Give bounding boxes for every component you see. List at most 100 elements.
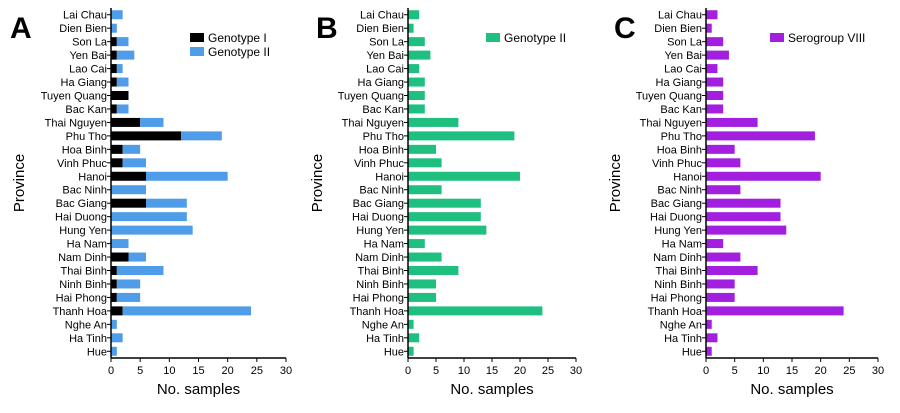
- bar-genotype-i-vinh-phuc: [111, 158, 123, 168]
- bar-genotype-i-thai-binh: [111, 266, 117, 275]
- bar-genotype-i-thai-nguyen: [111, 117, 141, 127]
- bar-serogroup-viii-hai-phong: [706, 292, 735, 302]
- bar-serogroup-viii-tuyen-quang: [706, 91, 724, 100]
- x-tick-label-25: 25: [843, 365, 855, 377]
- legend-swatch-genotype-ii: [190, 47, 204, 56]
- y-tick-label-son-la: Son La: [369, 37, 405, 49]
- y-tick-label-yen-bai: Yen Bai: [69, 50, 107, 62]
- bar-serogroup-viii-thai-nguyen: [706, 117, 758, 127]
- y-tick-label-nam-dinh: Nam Dinh: [58, 252, 107, 264]
- bar-serogroup-viii-nghe-an: [706, 319, 712, 329]
- panel-letter: A: [10, 12, 32, 45]
- x-tick-label-0: 0: [703, 365, 709, 377]
- bar-genotype-ii-ha-nam: [111, 239, 129, 249]
- y-tick-label-bac-giang: Bac Giang: [651, 198, 702, 210]
- bar-serogroup-viii-son-la: [706, 37, 724, 47]
- x-tick-label-15: 15: [486, 365, 498, 377]
- bar-genotype-ii-hoa-binh: [408, 144, 436, 154]
- x-tick-label-30: 30: [280, 365, 292, 377]
- y-tick-label-hanoi: Hanoi: [375, 171, 404, 183]
- y-tick-label-lai-chau: Lai Chau: [63, 10, 107, 22]
- y-tick-label-thanh-hoa: Thanh Hoa: [53, 306, 108, 318]
- y-tick-label-tuyen-quang: Tuyen Quang: [41, 91, 107, 103]
- y-tick-label-ha-giang: Ha Giang: [358, 77, 404, 89]
- y-tick-label-vinh-phuc: Vinh Phuc: [354, 158, 404, 170]
- bar-genotype-ii-nam-dinh: [128, 252, 146, 262]
- bar-serogroup-viii-hai-duong: [706, 212, 781, 222]
- bar-genotype-ii-hoa-binh: [122, 144, 141, 154]
- y-tick-label-lai-chau: Lai Chau: [658, 10, 702, 22]
- bar-genotype-ii-bac-ninh: [408, 185, 442, 195]
- x-tick-label-10: 10: [757, 365, 769, 377]
- y-tick-label-nam-dinh: Nam Dinh: [355, 252, 404, 264]
- y-tick-label-hung-yen: Hung Yen: [654, 225, 702, 237]
- y-tick-label-ninh-binh: Ninh Binh: [654, 279, 702, 291]
- bar-genotype-ii-bac-kan: [408, 104, 425, 114]
- legend-label-genotype-i: Genotype I: [208, 31, 267, 45]
- bar-genotype-ii-son-la: [116, 37, 129, 47]
- y-tick-label-ha-giang: Ha Giang: [656, 77, 702, 89]
- legend: Genotype II: [486, 31, 566, 45]
- y-tick-label-hai-phong: Hai Phong: [651, 292, 702, 304]
- bar-serogroup-viii-phu-tho: [706, 131, 815, 141]
- bar-genotype-ii-hai-duong: [408, 212, 481, 222]
- bar-serogroup-viii-thai-binh: [706, 266, 758, 275]
- y-tick-label-lao-cai: Lao Cai: [69, 64, 107, 76]
- x-tick-label-20: 20: [222, 365, 234, 377]
- x-tick-label-25: 25: [542, 365, 554, 377]
- y-tick-label-ha-tinh: Ha Tinh: [69, 333, 107, 345]
- legend-swatch-serogroup-viii: [770, 33, 784, 42]
- bar-genotype-ii-ha-tinh: [408, 333, 420, 343]
- bar-serogroup-viii-bac-giang: [706, 198, 781, 208]
- bar-genotype-ii-ha-nam: [408, 239, 425, 249]
- y-tick-label-bac-kan: Bac Kan: [660, 104, 702, 116]
- bar-serogroup-viii-thanh-hoa: [706, 306, 844, 316]
- bar-genotype-ii-nghe-an: [408, 319, 414, 329]
- bar-genotype-ii-dien-bien: [408, 23, 414, 33]
- bar-genotype-ii-thai-nguyen: [140, 117, 164, 127]
- x-tick-label-20: 20: [514, 365, 526, 377]
- y-tick-label-phu-tho: Phu Tho: [363, 131, 404, 143]
- x-tick-label-30: 30: [570, 365, 582, 377]
- y-tick-label-phu-tho: Phu Tho: [661, 131, 702, 143]
- bar-genotype-ii-lai-chau: [111, 10, 123, 20]
- y-tick-label-nghe-an: Nghe An: [65, 319, 107, 331]
- bar-genotype-ii-yen-bai: [116, 50, 135, 60]
- bar-genotype-ii-ha-giang: [116, 77, 129, 87]
- bar-genotype-ii-bac-giang: [146, 198, 187, 208]
- bar-genotype-ii-bac-giang: [408, 198, 481, 208]
- bar-genotype-ii-thanh-hoa: [408, 306, 543, 316]
- bar-serogroup-viii-yen-bai: [706, 50, 729, 60]
- bar-genotype-i-hanoi: [111, 171, 146, 181]
- x-tick-label-30: 30: [872, 365, 884, 377]
- y-tick-label-ha-tinh: Ha Tinh: [366, 333, 404, 345]
- bar-genotype-i-tuyen-quang: [111, 91, 129, 100]
- bar-serogroup-viii-bac-ninh: [706, 185, 741, 195]
- bar-genotype-ii-hue: [111, 346, 117, 356]
- y-tick-label-phu-tho: Phu Tho: [66, 131, 107, 143]
- bar-genotype-i-hoa-binh: [111, 144, 123, 154]
- y-tick-label-vinh-phuc: Vinh Phuc: [652, 158, 702, 170]
- bar-serogroup-viii-bac-kan: [706, 104, 724, 114]
- y-tick-label-hue: Hue: [682, 346, 702, 358]
- legend-swatch-genotype-ii: [486, 33, 500, 42]
- y-tick-label-ha-nam: Ha Nam: [364, 239, 404, 251]
- y-tick-label-lao-cai: Lao Cai: [664, 64, 702, 76]
- bar-genotype-ii-lao-cai: [408, 64, 420, 74]
- x-tick-label-5: 5: [137, 365, 143, 377]
- y-tick-label-hue: Hue: [384, 346, 404, 358]
- bar-genotype-ii-dien-bien: [111, 23, 117, 33]
- y-axis-title: Province: [309, 154, 326, 212]
- x-axis-title: No. samples: [450, 381, 533, 398]
- y-tick-label-hoa-binh: Hoa Binh: [62, 144, 107, 156]
- bar-genotype-ii-thai-binh: [116, 266, 164, 275]
- y-tick-label-thanh-hoa: Thanh Hoa: [350, 306, 405, 318]
- y-tick-label-ha-nam: Ha Nam: [662, 239, 702, 251]
- x-tick-label-0: 0: [108, 365, 114, 377]
- y-tick-label-hung-yen: Hung Yen: [356, 225, 404, 237]
- y-tick-label-hai-duong: Hai Duong: [352, 212, 404, 224]
- y-axis-title: Province: [607, 154, 624, 212]
- y-tick-label-lai-chau: Lai Chau: [360, 10, 404, 22]
- x-tick-label-15: 15: [786, 365, 798, 377]
